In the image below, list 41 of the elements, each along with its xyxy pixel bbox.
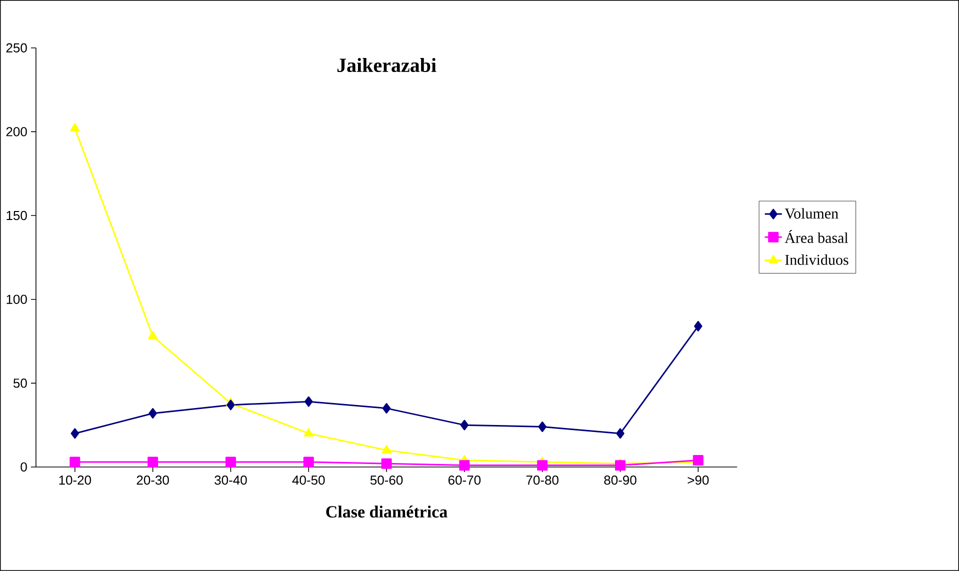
point — [303, 456, 314, 468]
point — [616, 428, 624, 439]
y-tick-label: 0 — [20, 462, 27, 472]
y-tick-label: 50 — [13, 378, 27, 388]
x-tick-label: >90 — [688, 476, 709, 485]
point — [537, 460, 548, 471]
x-tick-label: 60-70 — [448, 476, 481, 485]
point — [70, 428, 80, 439]
point — [538, 422, 546, 432]
point — [148, 456, 158, 468]
legend-label: Volumen — [784, 208, 838, 219]
point — [70, 123, 80, 132]
point — [382, 445, 392, 454]
y-tick-label: 200 — [6, 127, 27, 136]
x-tick-label: 80-90 — [604, 476, 636, 485]
x-axis-title: Clase diamétrica — [326, 506, 448, 518]
x-tick-label: 40-50 — [292, 476, 325, 485]
point — [460, 420, 469, 430]
point — [615, 460, 626, 471]
y-tick-label: 100 — [6, 294, 27, 304]
x-tick-label: 30-40 — [214, 476, 247, 485]
legend-label: Área basal — [784, 230, 848, 244]
x-tick-label: 10-20 — [59, 476, 92, 485]
point — [304, 428, 314, 437]
y-tick-label: 150 — [6, 210, 27, 220]
point — [148, 331, 158, 340]
chart-title: Jaikerazabi — [337, 58, 436, 72]
point — [226, 400, 235, 410]
point — [459, 460, 470, 471]
x-tick-label: 50-60 — [370, 476, 403, 485]
point — [694, 320, 702, 332]
x-tick-label: 20-30 — [136, 476, 169, 485]
y-tick-label: 250 — [6, 43, 27, 53]
point — [70, 456, 80, 468]
point — [148, 408, 157, 419]
point — [225, 456, 236, 468]
point — [381, 458, 392, 469]
point — [382, 403, 391, 414]
legend-label: Individuos — [785, 254, 848, 265]
x-tick-label: 70-80 — [526, 476, 558, 485]
point — [304, 396, 313, 407]
